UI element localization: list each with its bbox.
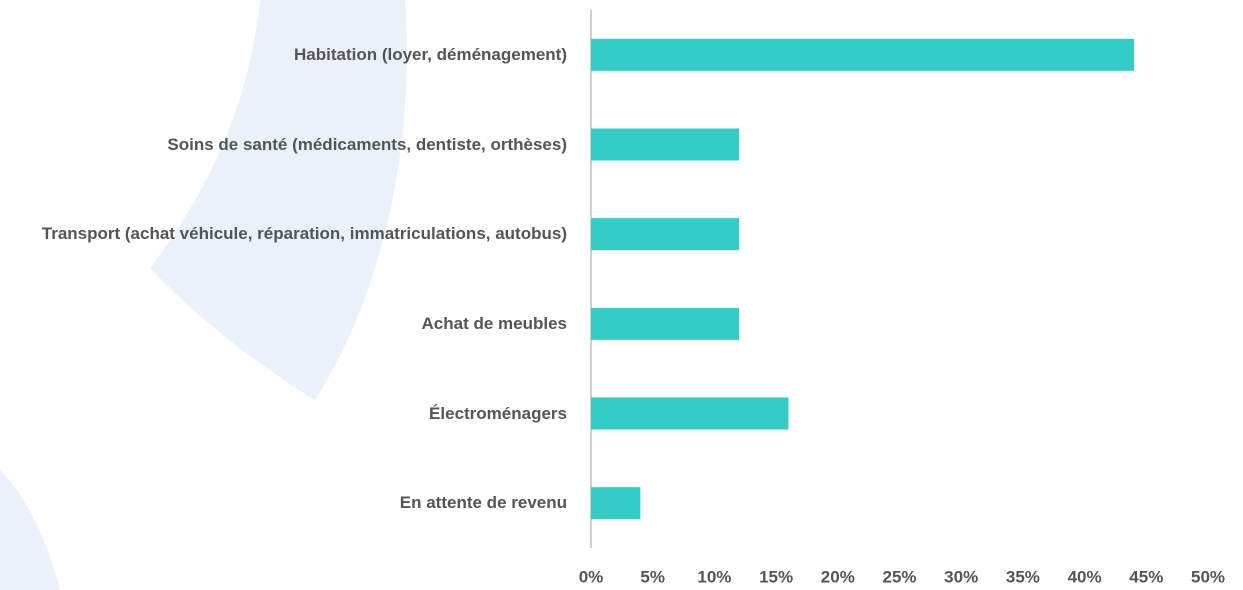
bar (591, 397, 789, 430)
x-tick-label: 45% (1129, 567, 1163, 586)
background-arc (150, 0, 407, 400)
category-label: Transport (achat véhicule, réparation, i… (41, 224, 567, 244)
x-tick-label: 50% (1191, 567, 1225, 586)
x-tick-label: 10% (697, 567, 731, 586)
x-tick-label: 25% (882, 567, 916, 586)
category-label: Achat de meubles (421, 313, 568, 333)
bar (591, 487, 641, 520)
x-tick-label: 15% (759, 567, 793, 586)
category-label: Habitation (loyer, déménagement) (294, 44, 567, 64)
bar (591, 38, 1134, 71)
bar (591, 307, 740, 340)
background-blob (0, 470, 60, 590)
x-tick-label: 20% (821, 567, 855, 586)
bar (591, 128, 740, 161)
x-tick-label: 40% (1068, 567, 1102, 586)
category-label: Électroménagers (429, 403, 567, 423)
x-tick-label: 30% (944, 567, 978, 586)
x-tick-label: 35% (1006, 567, 1040, 586)
x-tick-label: 5% (640, 567, 665, 586)
bar (591, 218, 740, 251)
category-label: Soins de santé (médicaments, dentiste, o… (167, 134, 567, 154)
x-tick-label: 0% (579, 567, 604, 586)
category-label: En attente de revenu (399, 493, 567, 513)
